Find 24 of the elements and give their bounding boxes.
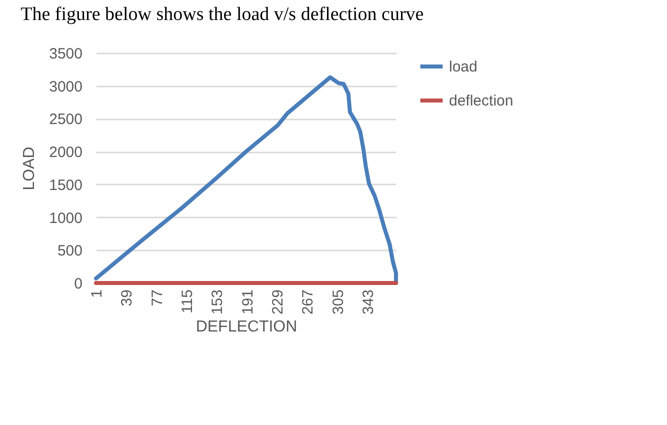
y-axis-title: LOAD: [21, 146, 38, 190]
legend-label: deflection: [449, 92, 514, 110]
line-series: [94, 75, 398, 285]
y-tick-label: 1000: [49, 210, 82, 227]
y-tick-label: 2000: [49, 144, 82, 162]
x-tick-label: 39: [118, 290, 136, 306]
y-tick-label: 3000: [49, 78, 82, 96]
y-tick-label: 1500: [49, 176, 82, 194]
x-tick-label: 153: [209, 290, 226, 315]
y-tick-label: 0: [74, 276, 82, 292]
legend-label: load: [449, 58, 478, 76]
x-tick-label: 115: [178, 290, 196, 314]
x-tick-label: 343: [360, 290, 377, 315]
chart-title: The figure below shows the load v/s deflection curve: [20, 4, 424, 25]
x-tick-label: 229: [269, 290, 286, 315]
x-tick-label: 191: [239, 290, 256, 315]
y-tick-label: 2500: [49, 111, 82, 128]
x-tick-label: 77: [148, 290, 166, 306]
y-tick-label: 3500: [49, 46, 82, 62]
y-tick-label: 500: [57, 242, 82, 260]
x-tick-label: 1: [88, 290, 106, 298]
x-tick-label: 267: [300, 290, 317, 315]
x-tick-label: 305: [330, 290, 347, 315]
x-axis-title: DEFLECTION: [196, 318, 298, 336]
